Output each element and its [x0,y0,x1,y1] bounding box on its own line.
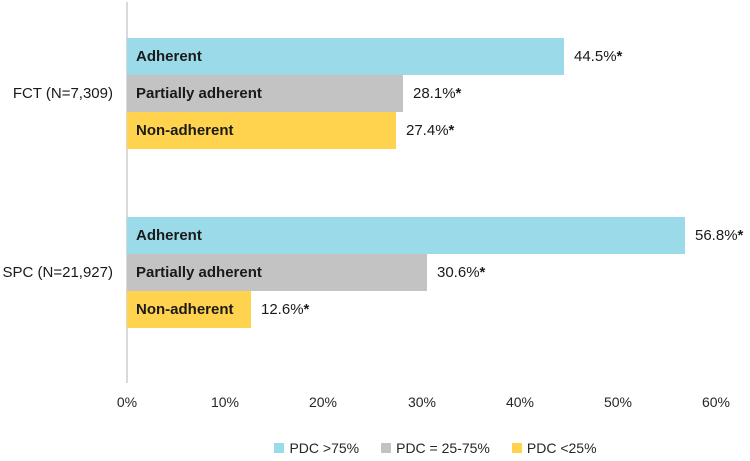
x-tick-label-10: 10% [210,394,240,410]
x-tick-label-40: 40% [505,394,535,410]
value-label: 28.1%* [413,75,461,112]
group-label-spc: SPC (N=21,927) [2,264,113,281]
legend-label: PDC <25% [526,440,597,456]
bar-category-label: Adherent [136,227,202,244]
significance-asterisk: * [455,85,462,102]
legend-label: PDC = 25-75% [396,440,490,456]
value-text: 27.4% [406,122,449,139]
bar-category-label: Non-adherent [136,301,234,318]
legend-swatch-gray [381,443,392,453]
value-text: 56.8% [695,227,738,244]
value-label: 27.4%* [406,112,454,149]
bar-category-label: Partially adherent [136,264,262,281]
y-axis-line [126,2,128,383]
bar-spc-adherent: Adherent [127,217,685,254]
bar-fct-non-adherent: Non-adherent [127,112,396,149]
bar-category-label: Partially adherent [136,85,262,102]
x-tick-label-20: 20% [308,394,338,410]
value-text: 30.6% [437,264,480,281]
significance-asterisk: * [737,227,744,244]
bar-spc-non-adherent: Non-adherent [127,291,251,328]
x-tick-label-30: 30% [407,394,437,410]
value-label: 56.8%* [695,217,743,254]
x-tick-label-50: 50% [603,394,633,410]
group-label-fct: FCT (N=7,309) [12,85,113,102]
significance-asterisk: * [479,264,486,281]
bar-fct-partially-adherent: Partially adherent [127,75,403,112]
x-tick-label-60: 60% [701,394,731,410]
legend-item-pdc-25: PDC <25% [511,440,597,456]
significance-asterisk: * [303,301,310,318]
legend-label: PDC >75% [289,440,360,456]
legend-swatch-yellow [511,443,522,453]
value-text: 12.6% [261,301,304,318]
value-label: 44.5%* [574,38,622,75]
legend-swatch-blue [274,443,285,453]
bar-category-label: Non-adherent [136,122,234,139]
value-label: 30.6%* [437,254,485,291]
significance-asterisk: * [616,48,623,65]
value-label: 12.6%* [261,291,309,328]
legend-item-pdc-25-75: PDC = 25-75% [381,440,490,456]
bar-fct-adherent: Adherent [127,38,564,75]
legend-item-pdc-75: PDC >75% [274,440,359,456]
significance-asterisk: * [448,122,455,139]
bar-category-label: Adherent [136,48,202,65]
x-tick-label-0: 0% [116,394,138,410]
bar-spc-partially-adherent: Partially adherent [127,254,427,291]
value-text: 28.1% [413,85,456,102]
value-text: 44.5% [574,48,617,65]
legend: PDC >75% PDC = 25-75% PDC <25% [127,440,716,456]
